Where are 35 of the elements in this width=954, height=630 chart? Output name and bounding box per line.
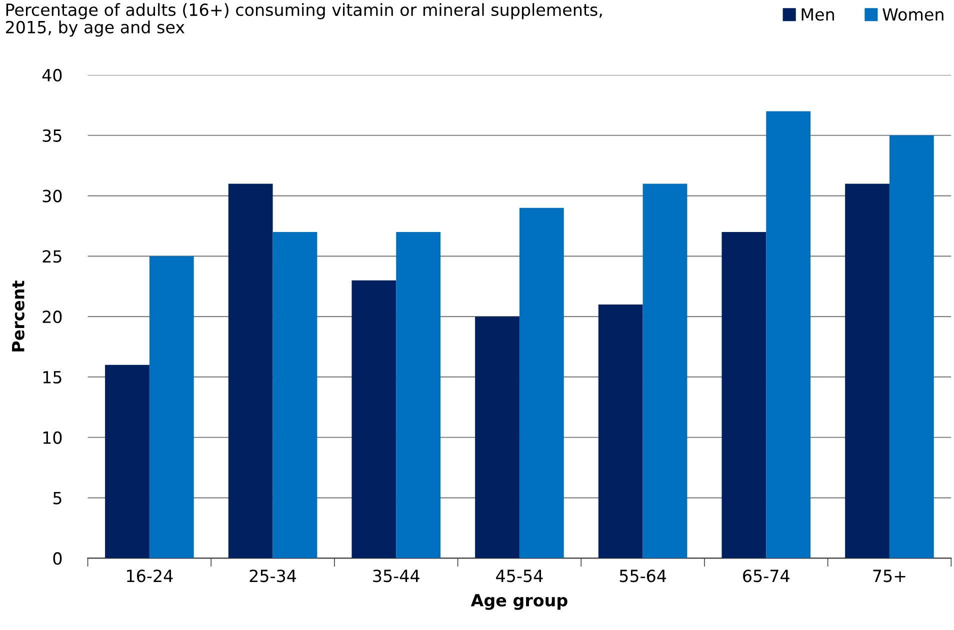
x-tick-label: 45-54 [496,570,543,582]
bar [272,232,318,558]
bar [766,111,811,558]
bar [105,364,150,558]
bar [396,232,441,558]
x-tick-label: 35-44 [373,570,420,582]
bar [228,184,273,558]
x-tick-label: 16-24 [127,570,173,582]
y-tick-label: 10 [43,431,62,444]
bar [598,304,643,558]
x-tick-label: 75+ [873,570,906,582]
bar [352,280,396,558]
bar [475,316,520,558]
y-tick-label: 0 [53,552,62,565]
y-tick-label: 35 [42,129,62,142]
y-tick-label: 40 [42,68,62,82]
bar [889,135,934,558]
y-tick-label: 20 [42,310,62,324]
x-tick-label: 25-34 [250,570,296,582]
y-tick-label: 5 [53,492,62,504]
x-tick-label: 55-64 [620,570,666,582]
legend-label: Women [882,8,944,21]
bar [845,184,890,558]
bar [149,256,194,558]
bar [722,232,766,558]
chart-title: Percentage of adults (16+) consuming vitamin or mineral supplements, 2015, by age and sex [6,3,602,37]
y-tick-label: 15 [43,371,62,384]
y-axis-title: Percent [12,280,24,352]
x-tick-label: 65-74 [743,570,790,582]
bar [519,208,564,558]
legend-label: Men [802,8,834,21]
x-axis-title: Age group [470,594,568,610]
y-tick-label: 30 [42,190,62,202]
y-tick-label: 25 [42,250,62,263]
bar [642,184,688,558]
